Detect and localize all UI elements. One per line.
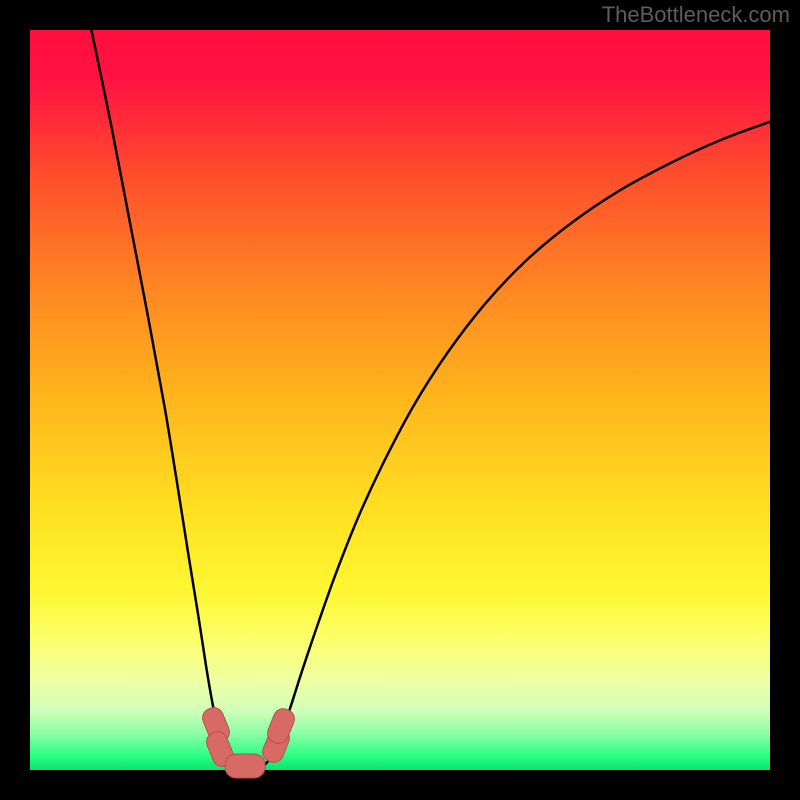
plot-area bbox=[30, 30, 770, 770]
curve-layer bbox=[30, 30, 770, 770]
curve-marker bbox=[224, 753, 265, 778]
chart-canvas: TheBottleneck.com bbox=[0, 0, 800, 800]
attribution-text: TheBottleneck.com bbox=[602, 2, 790, 28]
bottleneck-curve bbox=[91, 30, 770, 769]
